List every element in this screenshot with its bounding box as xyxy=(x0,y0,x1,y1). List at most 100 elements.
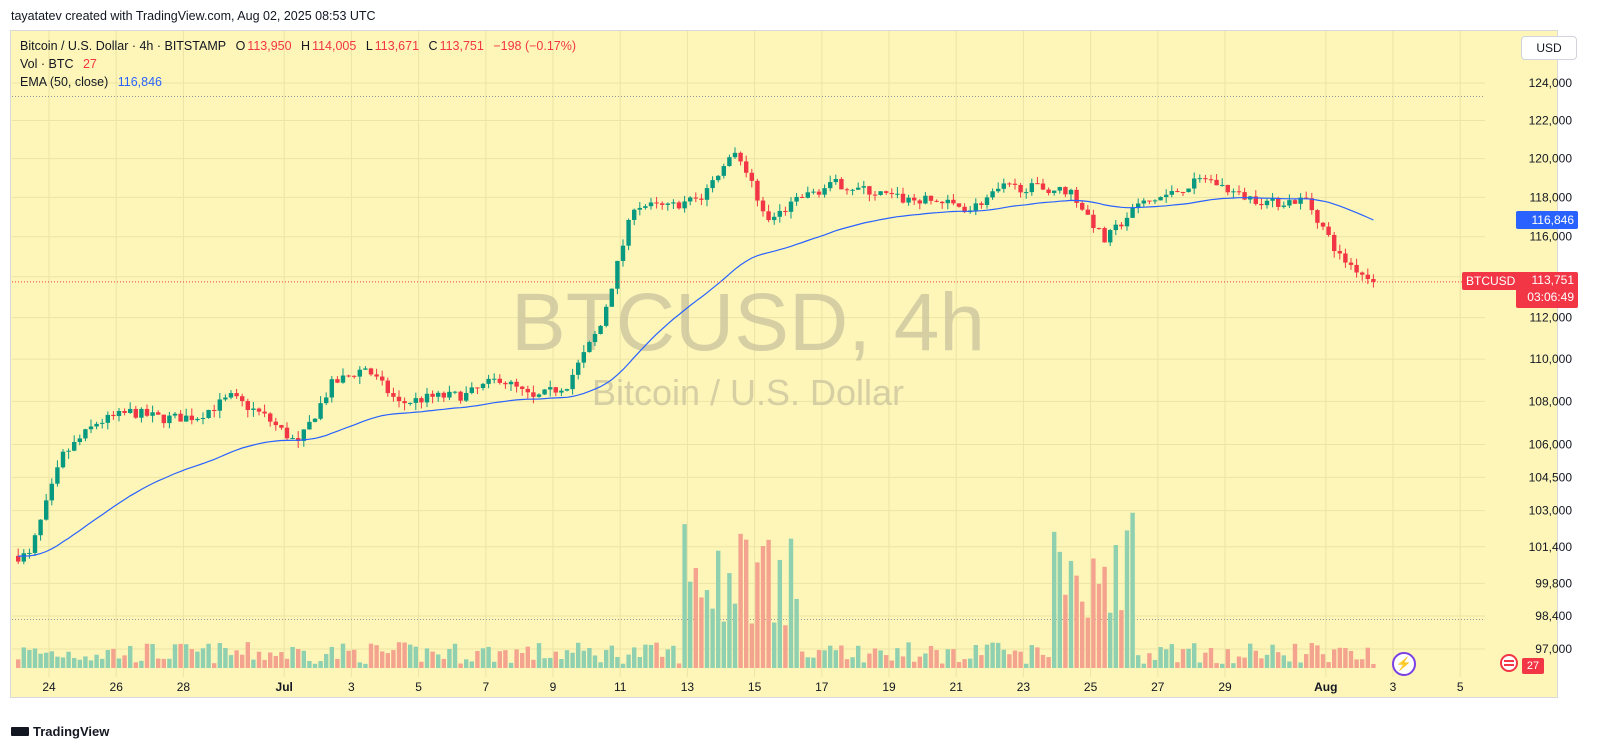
volume-bar xyxy=(458,663,463,668)
volume-bar xyxy=(671,645,676,668)
volume-bar xyxy=(66,651,71,668)
volume-bar xyxy=(116,658,122,668)
volume-bar xyxy=(301,650,306,668)
volume-bar xyxy=(1175,662,1180,668)
candle-body xyxy=(508,381,514,385)
candle-body xyxy=(721,166,726,176)
candle-body xyxy=(609,288,614,307)
volume-bar xyxy=(424,648,430,668)
candle-body xyxy=(979,203,984,206)
volume-bar xyxy=(665,649,670,668)
candle-body xyxy=(1007,183,1012,185)
y-tick-label: 112,000 xyxy=(1530,311,1573,325)
candle-body xyxy=(1057,187,1062,191)
volume-bar xyxy=(1046,657,1051,668)
volume-bar xyxy=(1343,648,1348,668)
volume-bar xyxy=(1236,656,1242,668)
candle-body xyxy=(856,187,861,190)
candle-body xyxy=(1348,262,1354,265)
ema-legend[interactable]: EMA (50, close) 116,846 xyxy=(20,75,164,89)
volume-bar xyxy=(234,650,239,668)
candle-body xyxy=(27,552,32,554)
volume-bar xyxy=(1225,649,1230,668)
candle-body xyxy=(1270,198,1275,201)
candle-body xyxy=(693,197,698,199)
volume-bar xyxy=(872,648,878,668)
candle-body xyxy=(878,191,883,195)
volume-bar xyxy=(632,647,637,668)
candle-body xyxy=(1063,187,1068,195)
lightning-icon[interactable]: ⚡ xyxy=(1392,652,1416,676)
volume-bar xyxy=(161,658,166,668)
candle-body xyxy=(1012,183,1018,185)
candle-body xyxy=(643,206,648,208)
volume-bar xyxy=(167,658,172,668)
volume-bar xyxy=(1242,657,1247,668)
volume-bar xyxy=(996,642,1001,668)
candle-body xyxy=(564,389,570,391)
candle-body xyxy=(178,413,183,422)
volume-bar xyxy=(1136,655,1141,668)
volume-bar xyxy=(111,648,116,668)
candle-body xyxy=(1068,189,1074,195)
candle-body xyxy=(996,188,1001,192)
volume-bar xyxy=(492,661,497,668)
volume-bar xyxy=(1130,512,1135,668)
volume-bar xyxy=(945,649,950,668)
candle-body xyxy=(307,421,312,430)
footer-brand[interactable]: TradingView xyxy=(11,724,109,739)
volume-legend[interactable]: Vol · BTC 27 xyxy=(20,57,99,71)
candle-body xyxy=(296,438,301,441)
volume-bar xyxy=(441,658,446,668)
watermark-subtitle: Bitcoin / U.S. Dollar xyxy=(592,372,904,413)
volume-bar xyxy=(1091,558,1096,668)
candle-body xyxy=(1074,189,1079,203)
volume-bar xyxy=(1074,575,1079,668)
candle-body xyxy=(396,396,402,402)
volume-bar xyxy=(279,652,284,668)
candle-body xyxy=(615,260,620,289)
volume-bar xyxy=(783,625,788,668)
volume-bar xyxy=(273,656,278,668)
candle-body xyxy=(363,368,368,370)
candle-body xyxy=(161,414,166,424)
candle-body xyxy=(1259,203,1264,206)
volume-label[interactable]: Vol · BTC xyxy=(20,57,74,71)
candle-body xyxy=(542,389,547,395)
ema-label[interactable]: EMA (50, close) xyxy=(20,75,109,89)
symbol-label[interactable]: Bitcoin / U.S. Dollar · 4h · BITSTAMP xyxy=(20,39,227,53)
volume-bar xyxy=(693,568,698,668)
x-tick-label: 13 xyxy=(681,680,695,694)
candle-body xyxy=(1108,230,1113,243)
candle-body xyxy=(408,402,413,404)
candle-body xyxy=(777,210,782,217)
x-tick-label: 24 xyxy=(42,680,56,694)
y-tick-label: 110,000 xyxy=(1530,352,1573,366)
candle-body xyxy=(1180,192,1186,194)
volume-bar xyxy=(508,662,514,668)
high-label: H xyxy=(301,39,311,53)
candle-body xyxy=(1136,203,1141,208)
candle-body xyxy=(682,201,687,209)
chart-frame[interactable] xyxy=(10,30,1558,698)
candle-body xyxy=(620,245,626,261)
candle-body xyxy=(245,401,250,410)
currency-button[interactable]: USD xyxy=(1521,36,1577,60)
candle-body xyxy=(1040,183,1046,190)
volume-bar xyxy=(620,663,626,668)
candle-body xyxy=(368,368,374,375)
candle-body xyxy=(49,483,54,501)
volume-bar xyxy=(1337,647,1342,668)
candle-body xyxy=(1175,191,1180,193)
candle-body xyxy=(990,191,995,198)
candle-body xyxy=(228,393,234,398)
candle-body xyxy=(206,409,211,418)
candle-body xyxy=(889,192,894,195)
volume-bar xyxy=(1141,663,1146,668)
x-tick-label: 5 xyxy=(1457,680,1464,694)
candle-body xyxy=(335,379,340,383)
candle-body xyxy=(492,378,497,380)
volume-bar xyxy=(912,661,917,668)
